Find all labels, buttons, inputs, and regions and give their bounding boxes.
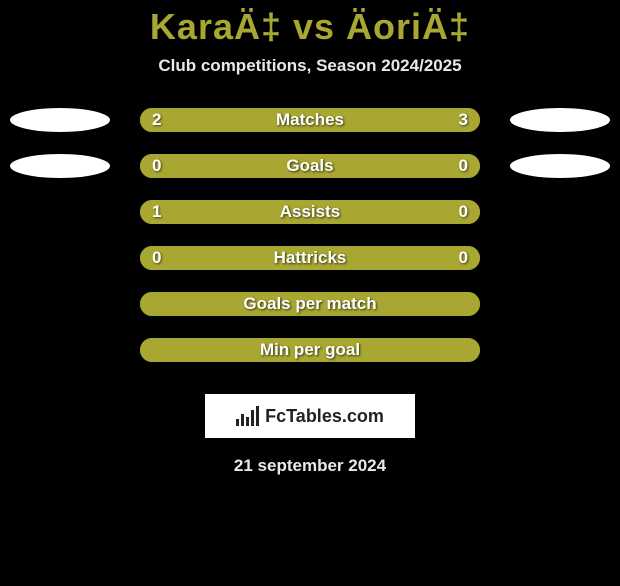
- player-marker-right: [510, 154, 610, 178]
- stat-row: 23Matches: [0, 108, 620, 154]
- metric-label: Min per goal: [140, 338, 480, 362]
- stat-row: Min per goal: [0, 338, 620, 384]
- page-title: KaraÄ‡ vs ÄoriÄ‡: [0, 6, 620, 48]
- player-marker-left: [10, 108, 110, 132]
- brand-text: FcTables.com: [265, 406, 384, 427]
- stat-row: Goals per match: [0, 292, 620, 338]
- metric-label: Hattricks: [140, 246, 480, 270]
- stat-bar: Min per goal: [140, 338, 480, 362]
- brand-logo: FcTables.com: [205, 394, 415, 438]
- metric-label: Assists: [140, 200, 480, 224]
- stat-row: 10Assists: [0, 200, 620, 246]
- stat-bar: 23Matches: [140, 108, 480, 132]
- page-subtitle: Club competitions, Season 2024/2025: [0, 56, 620, 76]
- metric-label: Goals: [140, 154, 480, 178]
- stat-bar: 00Goals: [140, 154, 480, 178]
- stat-bar: 10Assists: [140, 200, 480, 224]
- stat-row: 00Goals: [0, 154, 620, 200]
- bars-icon: [236, 406, 259, 426]
- metric-label: Matches: [140, 108, 480, 132]
- comparison-rows: 23Matches 00Goals 10Assists 00Hattricks Goal…: [0, 108, 620, 384]
- stat-bar: 00Hattricks: [140, 246, 480, 270]
- player-marker-left: [10, 154, 110, 178]
- metric-label: Goals per match: [140, 292, 480, 316]
- stat-bar: Goals per match: [140, 292, 480, 316]
- page-date: 21 september 2024: [0, 456, 620, 476]
- stat-row: 00Hattricks: [0, 246, 620, 292]
- player-marker-right: [510, 108, 610, 132]
